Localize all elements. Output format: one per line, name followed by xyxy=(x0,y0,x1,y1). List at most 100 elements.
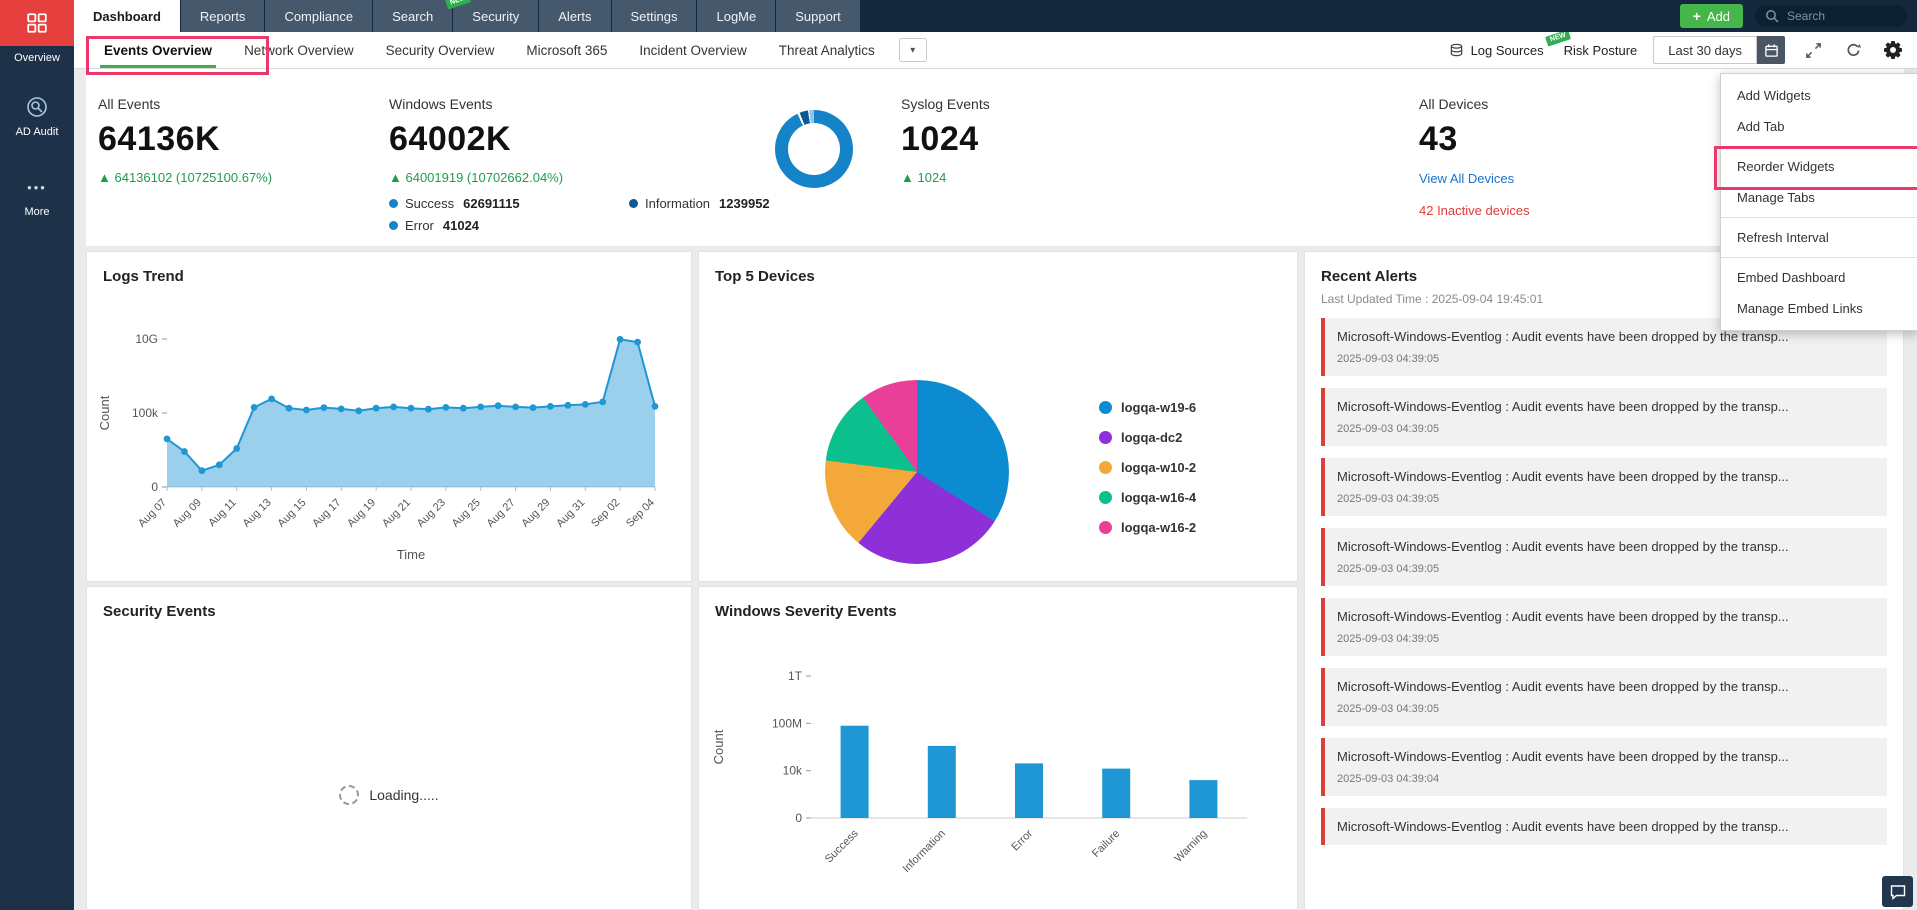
menu-item-refresh-interval[interactable]: Refresh Interval xyxy=(1737,230,1829,245)
topnav-tab-reports[interactable]: Reports xyxy=(180,0,266,32)
refresh-button[interactable] xyxy=(1841,38,1865,62)
subnav-tab-incident-overview[interactable]: Incident Overview xyxy=(623,32,762,68)
alert-item[interactable]: Microsoft-Windows-Eventlog : Audit event… xyxy=(1321,458,1887,516)
sidebar-item-overview[interactable]: Overview xyxy=(0,0,74,64)
subnav-tab-threat-analytics[interactable]: Threat Analytics xyxy=(763,32,891,68)
search-input[interactable] xyxy=(1785,8,1889,24)
topnav-tab-support[interactable]: Support xyxy=(776,0,861,32)
svg-text:Aug 27: Aug 27 xyxy=(485,497,518,530)
legend-value: 1239952 xyxy=(719,195,770,211)
add-button-label: Add xyxy=(1706,8,1730,24)
alert-timestamp: 2025-09-03 04:39:05 xyxy=(1337,353,1440,365)
chevron-down-icon: ▾ xyxy=(910,44,916,56)
plus-icon: + xyxy=(1692,8,1701,24)
inactive-devices-text[interactable]: 42 Inactive devices xyxy=(1419,203,1530,218)
menu-item-add-tab[interactable]: Add Tab xyxy=(1737,119,1785,134)
topnav-tab-settings[interactable]: Settings xyxy=(611,0,698,32)
menu-item-add-widgets[interactable]: Add Widgets xyxy=(1737,88,1811,103)
svg-text:Aug 31: Aug 31 xyxy=(554,497,587,530)
menu-item-reorder-widgets[interactable]: Reorder Widgets xyxy=(1737,159,1835,174)
legend-dot xyxy=(389,220,398,230)
svg-text:Aug 17: Aug 17 xyxy=(310,497,343,530)
alert-item[interactable]: Microsoft-Windows-Eventlog : Audit event… xyxy=(1321,598,1887,656)
svg-text:Aug 25: Aug 25 xyxy=(450,497,483,530)
alert-item[interactable]: Microsoft-Windows-Eventlog : Audit event… xyxy=(1321,528,1887,586)
subnav-right: Log Sources NEW Risk Posture Last 30 day… xyxy=(1449,28,1917,64)
svg-text:Success: Success xyxy=(823,827,861,865)
legend-label: logqa-w19-6 xyxy=(1121,400,1197,415)
topnav-tab-logme[interactable]: LogMe xyxy=(697,0,777,32)
calendar-button[interactable] xyxy=(1757,36,1785,64)
svg-text:Error: Error xyxy=(1009,827,1035,853)
sidebar-item-more[interactable]: ••• More xyxy=(0,180,74,218)
legend-dot xyxy=(1099,401,1112,414)
topnav-tab-security[interactable]: NEW Security xyxy=(445,0,540,32)
legend-value: 62691115 xyxy=(463,195,520,211)
sidebar-item-label: More xyxy=(24,206,50,218)
svg-text:Sep 04: Sep 04 xyxy=(624,497,657,530)
search-box[interactable] xyxy=(1755,5,1907,27)
chat-button[interactable] xyxy=(1882,876,1913,907)
risk-posture-button[interactable]: NEW Risk Posture xyxy=(1544,28,1637,58)
alert-message: Microsoft-Windows-Eventlog : Audit event… xyxy=(1337,819,1789,834)
view-all-devices-link[interactable]: View All Devices xyxy=(1419,171,1515,186)
topnav-tab-dashboard[interactable]: Dashboard xyxy=(74,0,181,32)
legend-dot xyxy=(1099,521,1112,534)
legend-dot xyxy=(1099,461,1112,474)
legend-label: logqa-w16-2 xyxy=(1121,520,1197,535)
sidebar-item-ad-audit[interactable]: AD Audit xyxy=(0,94,74,138)
topnav-tab-label: Alerts xyxy=(558,8,592,24)
legend-item-success: Success 62691115 xyxy=(389,192,599,214)
legend-label: logqa-dc2 xyxy=(1121,430,1183,445)
stat-value: 64002K xyxy=(389,120,512,158)
svg-text:Aug 09: Aug 09 xyxy=(171,497,204,530)
legend-dot xyxy=(389,198,398,208)
more-icon: ••• xyxy=(27,180,47,195)
svg-text:Time: Time xyxy=(397,547,425,562)
stat-syslog-events: Syslog Events 1024 ▲ 1024 xyxy=(901,96,990,185)
subnav-tab-microsoft-365[interactable]: Microsoft 365 xyxy=(510,32,623,68)
subnav-tab-label: Network Overview xyxy=(244,42,354,58)
overview-grid-icon xyxy=(0,0,74,46)
chat-icon xyxy=(1889,883,1907,901)
settings-gear-button[interactable] xyxy=(1881,38,1905,62)
alert-item[interactable]: Microsoft-Windows-Eventlog : Audit event… xyxy=(1321,388,1887,446)
alert-message: Microsoft-Windows-Eventlog : Audit event… xyxy=(1337,749,1789,764)
subnav-tab-label: Events Overview xyxy=(104,42,213,58)
subnav-tab-label: Microsoft 365 xyxy=(526,42,608,58)
severity-chart: 0 10k 100M 1T Success Information Error Failure… xyxy=(711,669,1247,875)
date-range-select[interactable]: Last 30 days xyxy=(1653,36,1757,64)
alert-item[interactable]: Microsoft-Windows-Eventlog : Audit event… xyxy=(1321,808,1887,845)
stat-title: All Devices xyxy=(1419,96,1489,112)
search-icon xyxy=(1765,9,1779,23)
stat-delta: ▲ 64136102 (10725100.67%) xyxy=(98,170,273,185)
alert-item[interactable]: Microsoft-Windows-Eventlog : Audit event… xyxy=(1321,668,1887,726)
topnav-tab-compliance[interactable]: Compliance xyxy=(265,0,374,32)
alert-timestamp: 2025-09-03 04:39:05 xyxy=(1337,423,1440,435)
top-devices-pie xyxy=(825,380,1009,564)
log-sources-button[interactable]: Log Sources xyxy=(1449,43,1544,58)
sidebar-item-label: Overview xyxy=(14,52,60,64)
stat-delta: ▲ 64001919 (10702662.04%) xyxy=(389,170,564,185)
expand-icon xyxy=(1805,42,1822,59)
subnav-tab-security-overview[interactable]: Security Overview xyxy=(370,32,511,68)
subnav-tab-network-overview[interactable]: Network Overview xyxy=(228,32,370,68)
spinner-icon xyxy=(339,785,360,805)
more-tabs-button[interactable]: ▾ xyxy=(898,38,927,62)
pie-legend: logqa-w19-6 logqa-dc2 logqa-w10-2 logqa-w16… xyxy=(1099,400,1196,535)
topnav-tab-alerts[interactable]: Alerts xyxy=(539,0,612,32)
topnav-tab-label: Support xyxy=(795,8,841,24)
expand-button[interactable] xyxy=(1801,38,1825,62)
add-button[interactable]: + Add xyxy=(1679,4,1743,28)
alert-item[interactable]: Microsoft-Windows-Eventlog : Audit event… xyxy=(1321,738,1887,796)
topnav-tab-label: Dashboard xyxy=(93,8,161,24)
subnav-tab-events-overview[interactable]: Events Overview xyxy=(88,32,228,68)
menu-item-embed-dashboard[interactable]: Embed Dashboard xyxy=(1737,270,1846,285)
topnav-tab-search[interactable]: Search xyxy=(373,0,454,32)
legend-label: Success xyxy=(405,195,455,211)
menu-item-manage-embed-links[interactable]: Manage Embed Links xyxy=(1737,301,1863,316)
sidebar-item-label: AD Audit xyxy=(15,126,59,138)
menu-item-manage-tabs[interactable]: Manage Tabs xyxy=(1737,190,1815,205)
stat-windows-events: Windows Events 64002K ▲ 64001919 (107026… xyxy=(389,96,563,185)
svg-text:Information: Information xyxy=(901,828,948,875)
